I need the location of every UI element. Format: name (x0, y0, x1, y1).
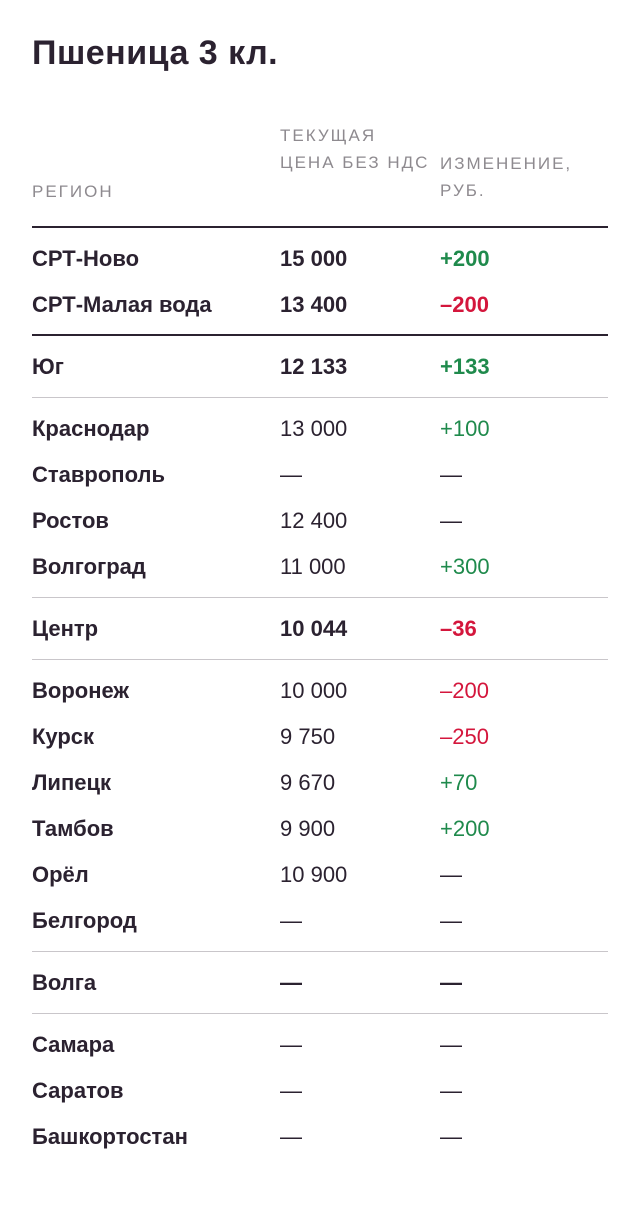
region-cell: Краснодар (32, 416, 150, 441)
change-cell: –250 (440, 724, 489, 749)
change-cell: +133 (440, 354, 490, 379)
price-cell: — (280, 1032, 302, 1057)
change-cell: +200 (440, 246, 490, 271)
row-divider (32, 397, 608, 398)
region-cell: Белгород (32, 908, 137, 933)
column-header-change: ИЗМЕНЕНИЕ, РУБ. (440, 154, 573, 200)
price-cell: — (280, 462, 302, 487)
change-cell: — (440, 862, 462, 887)
region-cell: Тамбов (32, 816, 114, 841)
table-row: Ростов 12 400 — (32, 498, 608, 544)
change-cell: — (440, 908, 462, 933)
region-cell: Волгоград (32, 554, 146, 579)
price-cell: 10 000 (280, 678, 348, 703)
page-title: Пшеница 3 кл. (32, 34, 279, 72)
row-divider (32, 951, 608, 952)
change-cell: — (440, 1124, 462, 1149)
change-cell: –36 (440, 616, 477, 641)
region-cell: СРТ-Ново (32, 246, 140, 271)
change-cell: +100 (440, 416, 490, 441)
table-row: Липецк 9 670 +70 (32, 760, 608, 806)
row-divider (32, 597, 608, 598)
change-cell: +200 (440, 816, 490, 841)
table-row: Воронеж 10 000 –200 (32, 668, 608, 714)
price-cell: 9 900 (280, 816, 336, 841)
change-cell: — (440, 970, 462, 995)
price-cell: 13 400 (280, 292, 348, 317)
group-divider (32, 334, 608, 336)
price-cell: — (280, 1124, 302, 1149)
column-header-price: ТЕКУЩАЯ ЦЕНА БЕЗ НДС (280, 126, 430, 172)
region-cell: Саратов (32, 1078, 124, 1103)
region-cell: Ставрополь (32, 462, 165, 487)
change-cell: — (440, 1078, 462, 1103)
table-row: Волга — — (32, 960, 608, 1006)
region-cell: Центр (32, 616, 99, 641)
table-row: Орёл 10 900 — (32, 852, 608, 898)
price-cell: 9 670 (280, 770, 336, 795)
price-cell: 11 000 (280, 554, 346, 579)
table-row: Юг 12 133 +133 (32, 344, 608, 390)
change-cell: +70 (440, 770, 478, 795)
table-row: СРТ-Малая вода 13 400 –200 (32, 282, 608, 328)
change-cell: –200 (440, 292, 489, 317)
table-row: СРТ-Ново 15 000 +200 (32, 236, 608, 282)
region-cell: Курск (32, 724, 95, 749)
region-cell: Башкортостан (32, 1124, 188, 1149)
region-cell: СРТ-Малая вода (32, 292, 212, 317)
table-row: Саратов — — (32, 1068, 608, 1114)
price-cell: 9 750 (280, 724, 336, 749)
region-cell: Липецк (32, 770, 112, 795)
change-cell: — (440, 1032, 462, 1057)
table-row: Курск 9 750 –250 (32, 714, 608, 760)
change-cell: — (440, 508, 462, 533)
region-cell: Самара (32, 1032, 115, 1057)
price-cell: 10 044 (280, 616, 348, 641)
price-cell: — (280, 970, 302, 995)
row-divider (32, 1013, 608, 1014)
region-cell: Орёл (32, 862, 89, 887)
region-cell: Ростов (32, 508, 109, 533)
price-cell: — (280, 1078, 302, 1103)
table-row: Краснодар 13 000 +100 (32, 406, 608, 452)
region-cell: Волга (32, 970, 97, 995)
change-cell: +300 (440, 554, 490, 579)
price-cell: 12 133 (280, 354, 348, 379)
change-cell: –200 (440, 678, 489, 703)
change-cell: — (440, 462, 462, 487)
table-row: Ставрополь — — (32, 452, 608, 498)
column-header-region: РЕГИОН (32, 182, 114, 201)
table-row: Башкортостан — — (32, 1114, 608, 1160)
table-header: РЕГИОН ТЕКУЩАЯ ЦЕНА БЕЗ НДС ИЗМЕНЕНИЕ, Р… (32, 122, 608, 226)
table-row: Центр 10 044 –36 (32, 606, 608, 652)
table-row: Тамбов 9 900 +200 (32, 806, 608, 852)
price-cell: 13 000 (280, 416, 348, 441)
price-cell: 10 900 (280, 862, 348, 887)
region-cell: Воронеж (32, 678, 130, 703)
table-row: Белгород — — (32, 898, 608, 944)
price-cell: 15 000 (280, 246, 348, 271)
table-row: Волгоград 11 000 +300 (32, 544, 608, 590)
row-divider (32, 659, 608, 660)
region-cell: Юг (32, 354, 64, 379)
price-cell: — (280, 908, 302, 933)
table-row: Самара — — (32, 1022, 608, 1068)
price-cell: 12 400 (280, 508, 348, 533)
header-divider (32, 226, 608, 228)
